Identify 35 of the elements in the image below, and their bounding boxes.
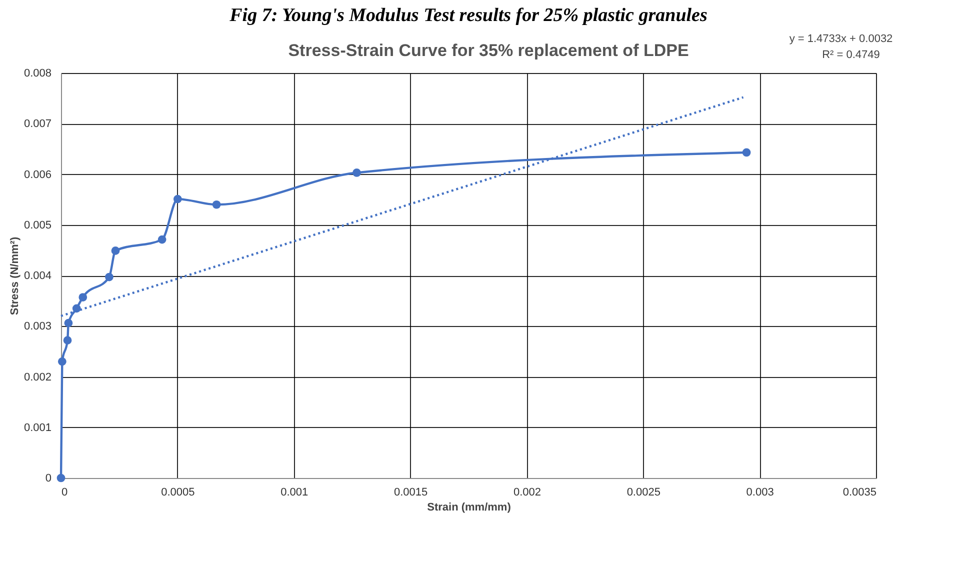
y-axis-title: Stress (N/mm²): [8, 236, 21, 316]
point: [742, 148, 751, 157]
x-tick-label: 0.003: [746, 486, 774, 498]
point: [58, 357, 66, 366]
x-axis-title: Strain (mm/mm): [427, 502, 512, 514]
x-tick-label: 0.0005: [161, 486, 195, 498]
y-tick-label: 0.006: [24, 168, 52, 181]
chart-title: Stress-Strain Curve for 35% replacement of LDPE: [288, 41, 689, 60]
y-tick-label: 0.004: [24, 270, 52, 282]
y-tick-label: 0: [45, 472, 52, 484]
point: [64, 318, 73, 328]
x-tick-label: 0.001: [280, 486, 308, 498]
y-tick-label: 0.008: [24, 68, 52, 80]
point: [105, 272, 114, 282]
y-tick-label: 0.007: [24, 118, 52, 130]
point: [56, 474, 66, 482]
text: y = 1.4733x + 0.0032: [789, 33, 893, 45]
y-tick-label: 0.001: [24, 422, 52, 434]
point: [111, 246, 120, 255]
point: [212, 200, 221, 209]
x-tick-label: 0: [62, 486, 68, 498]
x-tick-label: 0.0035: [842, 486, 876, 498]
x-tick-label: 0.0025: [626, 486, 660, 498]
point: [63, 336, 72, 344]
caption: Fig 7: Young's Modulus Test results for 25% plastic granules: [228, 5, 708, 26]
text: R² = 0.4749: [822, 49, 880, 61]
y-tick-label: 0.005: [24, 219, 52, 232]
y-tick-label: 0.002: [24, 371, 52, 384]
point: [173, 194, 182, 204]
x-tick-label: 0.002: [513, 486, 541, 498]
point: [352, 168, 361, 177]
point: [78, 293, 88, 302]
y-tick-label: 0.003: [24, 320, 52, 333]
x-tick-label: 0.0015: [394, 486, 428, 498]
point: [158, 235, 166, 244]
